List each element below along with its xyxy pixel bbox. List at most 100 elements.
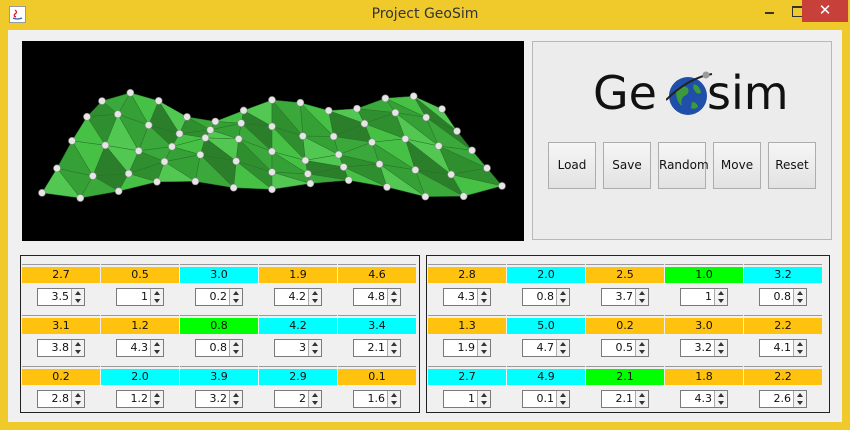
vertex-handle[interactable]	[126, 88, 135, 97]
vertex-handle[interactable]	[268, 96, 276, 104]
vertex-handle[interactable]	[301, 156, 310, 165]
value-spinner[interactable]: 3.7	[601, 288, 649, 306]
spinner-arrows-icon[interactable]	[556, 340, 569, 356]
save-button[interactable]: Save	[603, 142, 651, 189]
value-spinner[interactable]: 0.8	[522, 288, 570, 306]
vertex-handle[interactable]	[391, 108, 400, 117]
terrain-3d-viewport[interactable]	[22, 41, 524, 241]
vertex-handle[interactable]	[483, 164, 491, 172]
vertex-handle[interactable]	[422, 113, 430, 122]
vertex-handle[interactable]	[381, 94, 390, 103]
vertex-handle[interactable]	[201, 134, 210, 142]
random-button[interactable]: Random	[658, 142, 709, 189]
vertex-handle[interactable]	[268, 122, 276, 131]
value-spinner[interactable]: 2.1	[601, 390, 649, 408]
vertex-handle[interactable]	[344, 176, 353, 184]
value-spinner[interactable]: 0.1	[522, 390, 570, 408]
spinner-value[interactable]: 4.1	[773, 341, 792, 354]
spinner-value[interactable]: 1.6	[367, 392, 386, 405]
spinner-arrows-icon[interactable]	[308, 340, 321, 356]
vertex-handle[interactable]	[239, 106, 248, 115]
spinner-arrows-icon[interactable]	[793, 289, 806, 305]
value-spinner[interactable]: 1.2	[116, 390, 164, 408]
vertex-handle[interactable]	[114, 187, 123, 195]
vertex-handle[interactable]	[76, 194, 85, 202]
title-bar[interactable]: Project GeoSim ✕	[0, 0, 850, 30]
vertex-handle[interactable]	[438, 105, 446, 113]
vertex-handle[interactable]	[183, 113, 191, 121]
spinner-arrows-icon[interactable]	[229, 340, 242, 356]
vertex-handle[interactable]	[83, 112, 91, 121]
value-spinner[interactable]: 1.9	[443, 339, 491, 357]
value-spinner[interactable]: 4.1	[759, 339, 807, 357]
spinner-arrows-icon[interactable]	[793, 340, 806, 356]
vertex-handle[interactable]	[124, 169, 133, 178]
value-spinner[interactable]: 2.8	[37, 390, 85, 408]
move-button[interactable]: Move	[713, 142, 761, 189]
vertex-handle[interactable]	[206, 126, 215, 134]
spinner-arrows-icon[interactable]	[150, 289, 163, 305]
vertex-handle[interactable]	[154, 97, 163, 105]
spinner-arrows-icon[interactable]	[635, 340, 648, 356]
vertex-handle[interactable]	[299, 132, 307, 140]
value-spinner[interactable]: 0.2	[195, 288, 243, 306]
vertex-handle[interactable]	[53, 164, 61, 173]
spinner-value[interactable]: 2.1	[615, 392, 634, 405]
spinner-arrows-icon[interactable]	[71, 289, 84, 305]
spinner-value[interactable]: 4.3	[694, 392, 713, 405]
vertex-handle[interactable]	[329, 132, 338, 141]
spinner-value[interactable]: 4.3	[457, 290, 476, 303]
spinner-value[interactable]: 0.8	[773, 290, 792, 303]
spinner-value[interactable]: 2	[299, 392, 306, 405]
spinner-value[interactable]: 2.1	[367, 341, 386, 354]
spinner-value[interactable]: 1.9	[457, 341, 476, 354]
spinner-arrows-icon[interactable]	[556, 289, 569, 305]
vertex-handle[interactable]	[368, 138, 376, 147]
spinner-value[interactable]: 0.2	[209, 290, 228, 303]
vertex-handle[interactable]	[98, 97, 106, 105]
spinner-value[interactable]: 3.8	[51, 341, 70, 354]
vertex-handle[interactable]	[459, 192, 468, 201]
value-spinner[interactable]: 3	[274, 339, 322, 357]
spinner-arrows-icon[interactable]	[793, 391, 806, 407]
spinner-arrows-icon[interactable]	[556, 391, 569, 407]
vertex-handle[interactable]	[268, 185, 276, 194]
spinner-arrows-icon[interactable]	[150, 340, 163, 356]
vertex-handle[interactable]	[191, 177, 200, 186]
spinner-value[interactable]: 2.6	[773, 392, 792, 405]
value-spinner[interactable]: 1	[116, 288, 164, 306]
vertex-handle[interactable]	[268, 147, 276, 156]
value-spinner[interactable]: 3.2	[680, 339, 728, 357]
vertex-handle[interactable]	[375, 160, 384, 168]
spinner-value[interactable]: 1.2	[130, 392, 149, 405]
value-spinner[interactable]: 2.6	[759, 390, 807, 408]
minimize-button[interactable]	[755, 0, 785, 22]
vertex-handle[interactable]	[153, 177, 161, 186]
spinner-value[interactable]: 3.2	[209, 392, 228, 405]
vertex-handle[interactable]	[38, 189, 46, 197]
spinner-arrows-icon[interactable]	[635, 391, 648, 407]
spinner-value[interactable]: 2.8	[51, 392, 70, 405]
spinner-arrows-icon[interactable]	[71, 391, 84, 407]
vertex-handle[interactable]	[196, 150, 205, 159]
spinner-arrows-icon[interactable]	[714, 391, 727, 407]
spinner-arrows-icon[interactable]	[635, 289, 648, 305]
spinner-value[interactable]: 3.2	[694, 341, 713, 354]
vertex-handle[interactable]	[360, 119, 369, 128]
vertex-handle[interactable]	[401, 135, 410, 143]
spinner-value[interactable]: 0.5	[615, 341, 634, 354]
vertex-handle[interactable]	[383, 183, 391, 191]
vertex-handle[interactable]	[421, 192, 430, 201]
vertex-handle[interactable]	[237, 119, 245, 127]
spinner-arrows-icon[interactable]	[714, 340, 727, 356]
spinner-value[interactable]: 0.1	[536, 392, 555, 405]
spinner-value[interactable]: 3.5	[51, 290, 70, 303]
spinner-value[interactable]: 4.3	[130, 341, 149, 354]
vertex-handle[interactable]	[409, 92, 418, 101]
spinner-arrows-icon[interactable]	[229, 391, 242, 407]
spinner-value[interactable]: 1	[468, 392, 475, 405]
spinner-value[interactable]: 1	[705, 290, 712, 303]
spinner-value[interactable]: 4.2	[288, 290, 307, 303]
vertex-handle[interactable]	[324, 106, 333, 115]
vertex-handle[interactable]	[168, 142, 176, 151]
